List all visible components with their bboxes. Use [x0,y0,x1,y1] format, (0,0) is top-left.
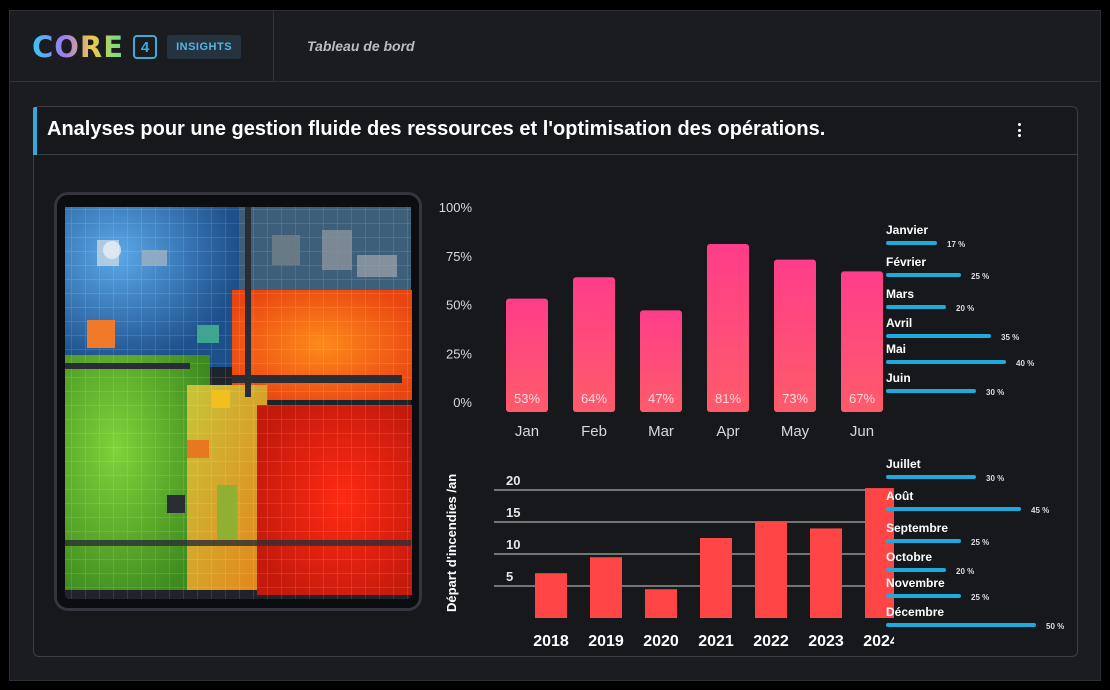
insights-badge: INSIGHTS [167,35,242,59]
progress-bar [886,334,991,338]
month-progress-list-2: Juillet 30 % Août 45 % Septembre 25 % Octobre 2… [886,457,1064,631]
y-axis-label: Départ d'incendies /an [444,474,459,612]
progress-bar [886,475,976,479]
progress-bar [886,360,1006,364]
monthly-bar-chart: 0% 25% 50% 75% 100% 53% Jan 64% Feb 47% Mar 81% Apr 7… [439,200,883,440]
y-tick-label: 15 [506,505,520,520]
progress-label: Juin [886,371,911,385]
x-tick-label: Mar [648,423,674,440]
x-tick-label: 2022 [753,633,789,650]
logo-wordmark: CORE [32,30,125,64]
x-tick-label: Feb [581,423,607,440]
bar [535,573,567,618]
progress-label: Mai [886,342,906,356]
x-tick-label: Jan [515,423,539,440]
bar [640,310,682,412]
progress-label: Décembre [886,605,944,619]
bar [645,589,677,618]
bar-value-label: 81% [715,391,741,406]
progress-value: 45 % [1031,506,1049,515]
progress-bar [886,568,946,572]
x-tick-label: May [781,423,810,440]
bar [700,538,732,618]
progress-value: 25 % [971,272,989,281]
progress-label: Septembre [886,521,948,535]
progress-label: Mars [886,287,914,301]
x-tick-label: 2019 [588,633,624,650]
bar [755,522,787,618]
breadcrumb[interactable]: Tableau de bord [307,38,415,54]
progress-label: Novembre [886,576,945,590]
progress-value: 30 % [986,474,1004,483]
bar [774,259,816,412]
progress-label: Août [886,489,913,503]
progress-value: 20 % [956,304,974,313]
y-tick-label: 25% [446,346,472,361]
progress-bar [886,273,961,277]
month-progress-list-1: Janvier 17 % Février 25 % Mars 20 % Avril 35 % M… [886,223,1034,397]
progress-label: Janvier [886,223,928,237]
y-tick-label: 10 [506,537,520,552]
progress-bar [886,241,937,245]
core4-logo[interactable]: CORE 4 INSIGHTS [32,30,242,64]
x-tick-label: 2021 [698,633,734,650]
x-tick-label: 2018 [533,633,569,650]
yearly-fire-chart: 5 10 15 20 Départ d'incendies /an 2018 2019 202… [444,473,894,650]
progress-value: 20 % [956,567,974,576]
y-tick-label: 50% [446,298,472,313]
bar [590,557,622,618]
bar-value-label: 67% [849,391,875,406]
analytics-panel: Analyses pour une gestion fluide des res… [33,106,1078,657]
y-tick-label: 75% [446,249,472,264]
panel-accent-bar [33,107,37,155]
panel-title: Analyses pour une gestion fluide des res… [47,118,826,140]
progress-value: 50 % [1046,622,1064,631]
progress-label: Juillet [886,457,921,471]
y-tick-label: 20 [506,473,520,488]
bar [506,298,548,412]
panel-header: Analyses pour une gestion fluide des res… [33,107,1077,155]
progress-value: 35 % [1001,333,1019,342]
heatmap-svg [57,195,419,608]
progress-bar [886,623,1036,627]
progress-value: 40 % [1016,359,1034,368]
kebab-menu-icon[interactable] [1013,119,1025,141]
logo-number-badge: 4 [133,35,158,59]
progress-bar [886,594,961,598]
progress-value: 25 % [971,538,989,547]
x-tick-label: 2024 [863,633,894,650]
progress-label: Février [886,255,926,269]
progress-bar [886,389,976,393]
bar [841,271,883,412]
bar [573,277,615,412]
bar [707,244,749,412]
progress-bar [886,507,1021,511]
progress-label: Octobre [886,550,932,564]
y-tick-label: 0% [453,395,472,410]
factory-heatmap-image [54,192,422,611]
progress-label: Avril [886,316,912,330]
bar-value-label: 53% [514,391,540,406]
progress-value: 30 % [986,388,1004,397]
x-tick-label: Jun [850,423,874,440]
progress-value: 17 % [947,240,965,249]
progress-bar [886,539,961,543]
top-bar: CORE 4 INSIGHTS Tableau de bord [10,11,1100,82]
x-tick-label: 2023 [808,633,844,650]
x-tick-label: Apr [716,423,739,440]
progress-bar [886,305,946,309]
app-window: CORE 4 INSIGHTS Tableau de bord Analyses… [9,10,1101,681]
progress-value: 25 % [971,593,989,602]
y-tick-label: 100% [439,200,473,215]
bar-value-label: 73% [782,391,808,406]
x-tick-label: 2020 [643,633,679,650]
bar-value-label: 64% [581,391,607,406]
bar [810,528,842,618]
header-divider [273,11,274,82]
bar-value-label: 47% [648,391,674,406]
y-tick-label: 5 [506,569,513,584]
